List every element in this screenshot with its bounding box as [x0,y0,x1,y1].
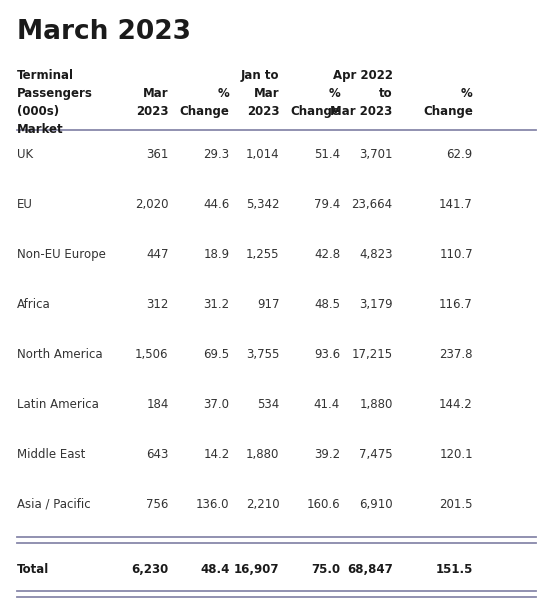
Text: 160.6: 160.6 [306,498,340,511]
Text: 18.9: 18.9 [204,248,229,261]
Text: 447: 447 [146,248,169,261]
Text: %: % [461,87,473,100]
Text: 6,910: 6,910 [359,498,393,511]
Text: 79.4: 79.4 [314,198,340,212]
Text: 116.7: 116.7 [439,298,473,311]
Text: 51.4: 51.4 [314,148,340,162]
Text: 5,342: 5,342 [246,198,279,212]
Text: 62.9: 62.9 [447,148,473,162]
Text: 48.4: 48.4 [200,563,229,576]
Text: 120.1: 120.1 [439,448,473,461]
Text: 917: 917 [257,298,279,311]
Text: 312: 312 [147,298,169,311]
Text: (000s): (000s) [17,105,59,118]
Text: %: % [218,87,229,100]
Text: 2023: 2023 [247,105,279,118]
Text: 184: 184 [147,398,169,411]
Text: Latin America: Latin America [17,398,98,411]
Text: 361: 361 [147,148,169,162]
Text: 1,014: 1,014 [246,148,279,162]
Text: Change: Change [423,105,473,118]
Text: 3,755: 3,755 [246,348,279,361]
Text: Mar: Mar [254,87,279,100]
Text: 42.8: 42.8 [314,248,340,261]
Text: 201.5: 201.5 [439,498,473,511]
Text: 756: 756 [147,498,169,511]
Text: 6,230: 6,230 [132,563,169,576]
Text: 17,215: 17,215 [352,348,393,361]
Text: Total: Total [17,563,49,576]
Text: 37.0: 37.0 [204,398,229,411]
Text: 14.2: 14.2 [204,448,229,461]
Text: 4,823: 4,823 [359,248,393,261]
Text: Change: Change [180,105,229,118]
Text: 136.0: 136.0 [196,498,229,511]
Text: 1,880: 1,880 [246,448,279,461]
Text: 534: 534 [257,398,279,411]
Text: 110.7: 110.7 [439,248,473,261]
Text: North America: North America [17,348,102,361]
Text: 1,880: 1,880 [359,398,393,411]
Text: March 2023: March 2023 [17,19,191,45]
Text: 41.4: 41.4 [314,398,340,411]
Text: 151.5: 151.5 [435,563,473,576]
Text: 3,701: 3,701 [359,148,393,162]
Text: 48.5: 48.5 [314,298,340,311]
Text: 69.5: 69.5 [204,348,229,361]
Text: 39.2: 39.2 [314,448,340,461]
Text: Africa: Africa [17,298,50,311]
Text: Apr 2022: Apr 2022 [333,69,393,82]
Text: EU: EU [17,198,33,212]
Text: 44.6: 44.6 [204,198,229,212]
Text: 29.3: 29.3 [204,148,229,162]
Text: 2,210: 2,210 [246,498,279,511]
Text: 237.8: 237.8 [439,348,473,361]
Text: 643: 643 [147,448,169,461]
Text: 2,020: 2,020 [135,198,169,212]
Text: 93.6: 93.6 [314,348,340,361]
Text: Passengers: Passengers [17,87,92,100]
Text: 3,179: 3,179 [359,298,393,311]
Text: Market: Market [17,123,63,136]
Text: to: to [379,87,393,100]
Text: 2023: 2023 [136,105,169,118]
Text: 16,907: 16,907 [234,563,279,576]
Text: 7,475: 7,475 [359,448,393,461]
Text: Mar: Mar [143,87,169,100]
Text: 23,664: 23,664 [352,198,393,212]
Text: 144.2: 144.2 [439,398,473,411]
Text: %: % [328,87,340,100]
Text: Change: Change [290,105,340,118]
Text: 1,506: 1,506 [135,348,169,361]
Text: 75.0: 75.0 [311,563,340,576]
Text: Non-EU Europe: Non-EU Europe [17,248,106,261]
Text: 31.2: 31.2 [204,298,229,311]
Text: Terminal: Terminal [17,69,74,82]
Text: Mar 2023: Mar 2023 [330,105,393,118]
Text: 68,847: 68,847 [347,563,393,576]
Text: Asia / Pacific: Asia / Pacific [17,498,90,511]
Text: 1,255: 1,255 [246,248,279,261]
Text: 141.7: 141.7 [439,198,473,212]
Text: Jan to: Jan to [241,69,279,82]
Text: Middle East: Middle East [17,448,85,461]
Text: UK: UK [17,148,33,162]
